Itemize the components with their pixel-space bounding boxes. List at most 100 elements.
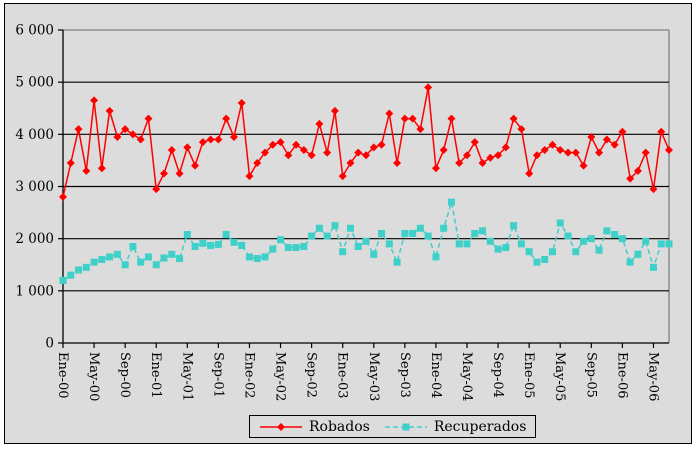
recuperados-marker <box>113 250 121 258</box>
recuperados-marker <box>502 244 510 252</box>
robados-marker <box>268 140 277 149</box>
robados-marker <box>641 148 650 157</box>
recuperados-marker <box>370 250 378 258</box>
recuperados-marker <box>665 240 673 248</box>
robados-marker <box>439 145 448 154</box>
recuperados-marker <box>238 241 246 249</box>
robados-marker <box>206 135 215 144</box>
recuperados-marker <box>572 248 580 256</box>
recuperados-marker <box>308 232 316 240</box>
robados-marker <box>229 132 238 141</box>
recuperados-marker <box>59 276 67 284</box>
robados-marker <box>556 145 565 154</box>
recuperados-marker <box>261 253 269 261</box>
recuperados-marker <box>176 254 184 262</box>
recuperados-marker <box>98 256 106 264</box>
recuperados-marker <box>440 224 448 232</box>
robados-marker <box>509 114 518 123</box>
x-tick-label: Ene-03 <box>335 352 350 399</box>
legend-label-robados: Robados <box>309 418 370 435</box>
y-tick-label: 6 000 <box>15 23 54 39</box>
recuperados-marker <box>354 242 362 250</box>
recuperados-marker <box>199 239 207 247</box>
recuperados-marker <box>393 258 401 266</box>
legend-item-robados: Robados <box>259 419 370 435</box>
robados-marker <box>97 164 106 173</box>
robados-marker <box>618 127 627 136</box>
y-tick-label: 4 000 <box>15 127 54 143</box>
recuperados-marker <box>207 241 215 249</box>
x-tick-label: Sep-00 <box>117 352 132 398</box>
recuperados-marker <box>300 242 308 250</box>
y-tick-label: 0 <box>45 336 54 352</box>
recuperados-marker <box>432 253 440 261</box>
robados-marker <box>292 140 301 149</box>
recuperados-line-sample-icon <box>384 423 427 430</box>
recuperados-marker <box>106 253 114 261</box>
recuperados-marker <box>137 258 145 266</box>
x-tick-label: Ene-01 <box>148 352 163 399</box>
recuperados-marker <box>603 227 611 235</box>
recuperados-marker <box>315 224 323 232</box>
robados-marker <box>400 114 409 123</box>
recuperados-marker <box>277 236 285 244</box>
recuperados-marker <box>245 253 253 261</box>
recuperados-marker <box>611 230 619 238</box>
robados-marker <box>214 135 223 144</box>
robados-marker <box>455 159 464 168</box>
x-tick-label: May-00 <box>86 352 101 401</box>
robados-marker <box>657 127 666 136</box>
recuperados-marker <box>121 261 129 269</box>
x-tick-label: May-02 <box>273 352 288 401</box>
recuperados-marker <box>401 229 409 237</box>
recuperados-marker <box>564 232 572 240</box>
recuperados-marker <box>657 240 665 248</box>
recuperados-marker <box>230 238 238 246</box>
recuperados-marker <box>144 253 152 261</box>
legend: Robados Recuperados <box>249 415 537 438</box>
robados-marker <box>610 140 619 149</box>
recuperados-marker <box>168 250 176 258</box>
robados-marker <box>198 138 207 147</box>
recuperados-marker <box>409 229 417 237</box>
robados-marker <box>447 114 456 123</box>
y-tick-label: 3 000 <box>15 179 54 195</box>
x-tick-label: May-03 <box>366 352 381 401</box>
recuperados-marker <box>346 224 354 232</box>
robados-line <box>62 87 670 198</box>
robados-marker <box>183 143 192 152</box>
recuperados-marker <box>152 261 160 269</box>
robados-marker <box>323 148 332 157</box>
recuperados-marker <box>510 222 518 230</box>
recuperados-marker <box>556 219 564 227</box>
robados-marker <box>486 153 495 162</box>
recuperados-marker <box>626 258 634 266</box>
robados-marker <box>633 166 642 175</box>
recuperados-marker <box>455 240 463 248</box>
robados-marker <box>385 109 394 118</box>
robados-marker <box>649 185 658 194</box>
recuperados-marker <box>253 254 261 262</box>
recuperados-marker <box>67 271 75 279</box>
recuperados-marker <box>541 256 549 264</box>
robados-marker <box>113 132 122 141</box>
robados-marker <box>571 148 580 157</box>
y-tick-label: 5 000 <box>15 75 54 91</box>
recuperados-marker <box>587 235 595 243</box>
recuperados-marker <box>471 229 479 237</box>
robados-marker <box>369 143 378 152</box>
recuperados-marker <box>292 244 300 252</box>
recuperados-marker <box>269 245 277 253</box>
recuperados-marker <box>533 258 541 266</box>
recuperados-marker <box>494 245 502 253</box>
x-tick-label: Ene-05 <box>521 352 536 399</box>
robados-marker <box>501 143 510 152</box>
robados-marker <box>362 151 370 160</box>
recuperados-marker <box>129 242 137 250</box>
recuperados-marker <box>160 254 168 262</box>
recuperados-marker <box>595 246 603 254</box>
recuperados-marker <box>90 258 98 266</box>
robados-marker <box>299 145 308 154</box>
y-tick-label: 1 000 <box>15 283 54 299</box>
